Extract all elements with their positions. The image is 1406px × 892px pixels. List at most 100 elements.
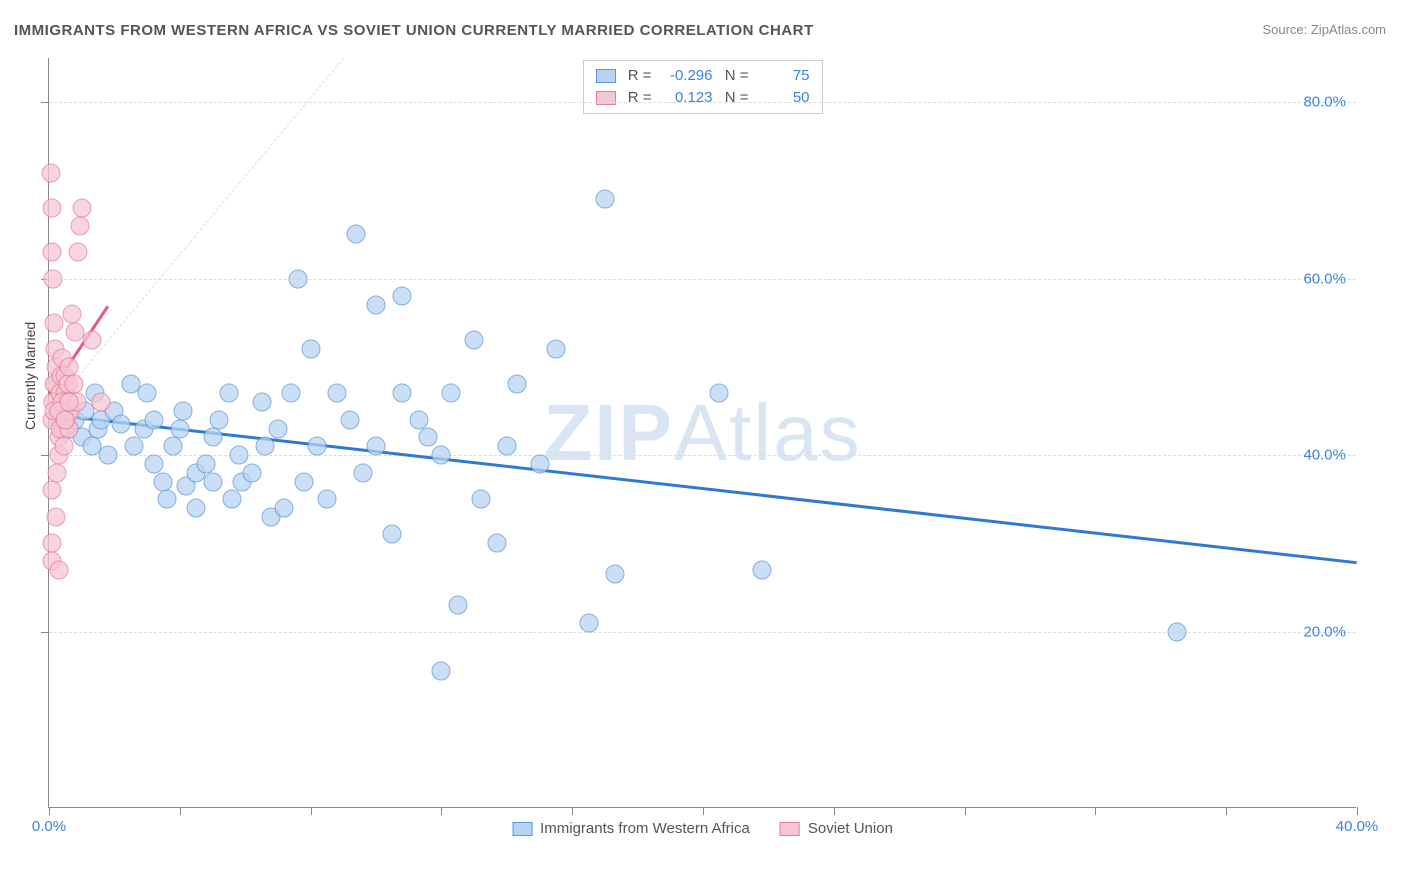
data-point <box>275 499 294 518</box>
y-tick-label: 40.0% <box>1303 447 1346 464</box>
data-point <box>41 163 60 182</box>
x-tick <box>572 807 573 815</box>
data-point <box>393 287 412 306</box>
x-tick-label: 0.0% <box>32 818 66 835</box>
data-point <box>111 415 130 434</box>
x-tick-label: 40.0% <box>1336 818 1379 835</box>
data-point <box>92 393 111 412</box>
y-tick <box>41 632 49 633</box>
data-point <box>383 525 402 544</box>
data-point <box>59 357 78 376</box>
data-point <box>327 384 346 403</box>
data-point <box>43 243 62 262</box>
data-point <box>367 296 386 315</box>
data-point <box>255 437 274 456</box>
legend-r-value: -0.296 <box>658 65 713 87</box>
legend-r-value: 0.123 <box>658 87 713 109</box>
x-tick <box>834 807 835 815</box>
data-point <box>487 534 506 553</box>
data-point <box>48 463 67 482</box>
watermark-light: Atlas <box>674 388 862 477</box>
gridline-h <box>49 102 1356 103</box>
legend-n-value: 75 <box>755 65 810 87</box>
data-point <box>69 243 88 262</box>
data-point <box>432 662 451 681</box>
legend-swatch <box>596 69 616 83</box>
x-tick <box>1357 807 1358 815</box>
x-tick <box>703 807 704 815</box>
data-point <box>42 199 61 218</box>
legend-r-label: R = <box>622 87 652 109</box>
data-point <box>340 410 359 429</box>
data-point <box>62 304 81 323</box>
data-point <box>595 190 614 209</box>
data-point <box>347 225 366 244</box>
x-tick <box>180 807 181 815</box>
legend-n-label: N = <box>719 87 749 109</box>
data-point <box>210 410 229 429</box>
data-point <box>42 534 61 553</box>
legend-stat-row: R =-0.296N =75 <box>596 65 810 87</box>
data-point <box>71 216 90 235</box>
x-tick <box>441 807 442 815</box>
x-tick <box>1095 807 1096 815</box>
data-point <box>46 507 65 526</box>
data-point <box>295 472 314 491</box>
data-point <box>43 481 62 500</box>
data-point <box>465 331 484 350</box>
data-point <box>605 565 624 584</box>
y-tick <box>41 102 49 103</box>
x-tick <box>49 807 50 815</box>
data-point <box>308 437 327 456</box>
data-point <box>353 463 372 482</box>
data-point <box>203 472 222 491</box>
data-point <box>229 446 248 465</box>
data-point <box>82 331 101 350</box>
data-point <box>187 499 206 518</box>
data-point <box>138 384 157 403</box>
data-point <box>710 384 729 403</box>
reference-diagonal <box>49 58 344 412</box>
data-point <box>144 454 163 473</box>
legend-series-label: Immigrants from Western Africa <box>540 820 750 837</box>
data-point <box>497 437 516 456</box>
y-axis-title: Currently Married <box>22 322 38 430</box>
data-point <box>546 340 565 359</box>
data-point <box>579 613 598 632</box>
data-point <box>196 454 215 473</box>
y-tick <box>41 455 49 456</box>
data-point <box>471 490 490 509</box>
data-point <box>219 384 238 403</box>
gridline-h <box>49 632 1356 633</box>
data-point <box>419 428 438 447</box>
legend-series-label: Soviet Union <box>808 820 893 837</box>
data-point <box>409 410 428 429</box>
legend-n-value: 50 <box>755 87 810 109</box>
data-point <box>530 454 549 473</box>
data-point <box>442 384 461 403</box>
data-point <box>432 446 451 465</box>
data-point <box>43 269 62 288</box>
legend-swatch <box>512 822 532 836</box>
source-label: Source: ZipAtlas.com <box>1262 22 1386 37</box>
chart-title: IMMIGRANTS FROM WESTERN AFRICA VS SOVIET… <box>14 22 814 39</box>
data-point <box>317 490 336 509</box>
gridline-h <box>49 279 1356 280</box>
data-point <box>174 401 193 420</box>
legend-series: Immigrants from Western Africa Soviet Uni… <box>512 820 893 837</box>
data-point <box>64 375 83 394</box>
data-point <box>367 437 386 456</box>
y-tick-label: 60.0% <box>1303 270 1346 287</box>
data-point <box>1168 622 1187 641</box>
data-point <box>98 446 117 465</box>
data-point <box>448 596 467 615</box>
data-point <box>203 428 222 447</box>
data-point <box>125 437 144 456</box>
data-point <box>44 313 63 332</box>
plot-area: ZIPAtlas R =-0.296N =75R =0.123N =50 Imm… <box>48 58 1356 808</box>
data-point <box>252 393 271 412</box>
legend-series-item: Soviet Union <box>780 820 893 837</box>
y-tick-label: 20.0% <box>1303 623 1346 640</box>
legend-stat-row: R = 0.123 N = 50 <box>596 87 810 109</box>
data-point <box>507 375 526 394</box>
